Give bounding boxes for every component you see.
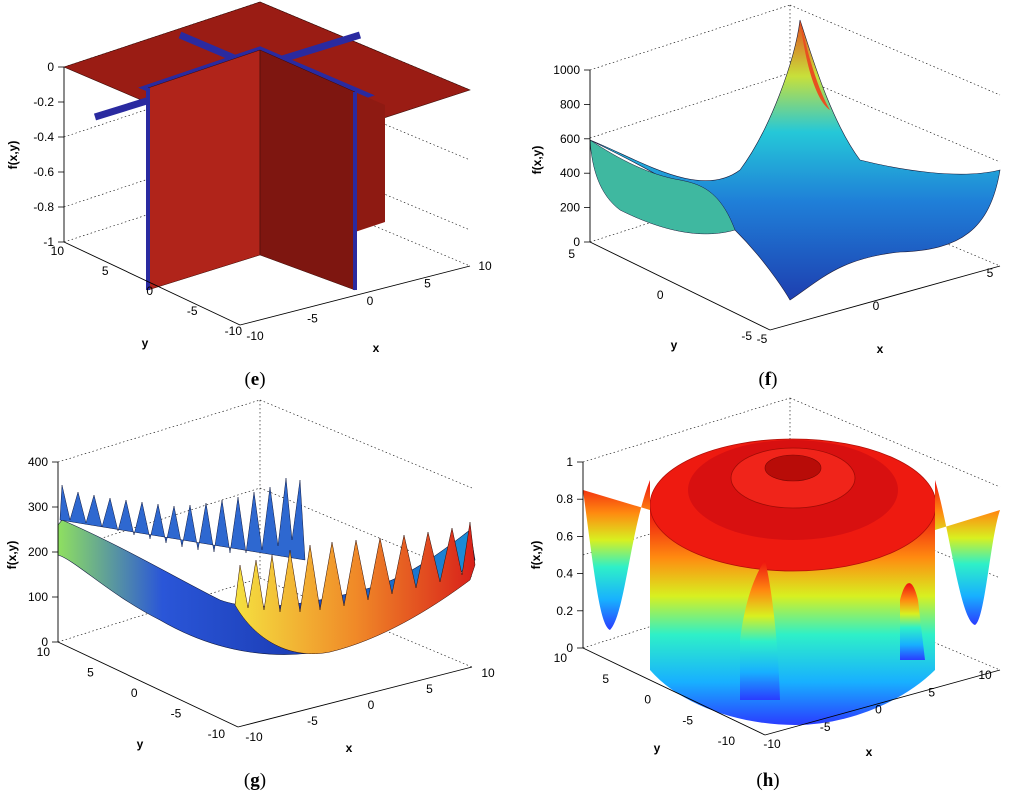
panel-h-caption: (h) bbox=[756, 770, 779, 791]
panel-f-ztick-label: 800 bbox=[560, 97, 580, 111]
panel-f-ztick-label: 400 bbox=[560, 166, 580, 180]
panel-h-xtick-label: -5 bbox=[820, 720, 831, 734]
panel-g-ztick-label: 0 bbox=[41, 635, 48, 649]
panel-e-xtick-label: -10 bbox=[246, 329, 264, 343]
panel-h-axes bbox=[582, 462, 1001, 736]
panel-e-xtick-label: 0 bbox=[367, 294, 374, 308]
panel-h-ylabel: y bbox=[654, 741, 661, 755]
panel-e-ztick-label: -0.6 bbox=[33, 165, 54, 179]
panel-e-ztick-label: -0.2 bbox=[33, 95, 54, 109]
panel-g-xtick-label: -5 bbox=[307, 714, 318, 728]
panel-g-ytick-label: -10 bbox=[208, 727, 226, 741]
panel-e-caption: (e) bbox=[244, 369, 265, 390]
panel-f-xlabel: x bbox=[877, 342, 884, 356]
panel-h-caption-letter: h bbox=[763, 770, 774, 791]
panel-e-axes bbox=[63, 67, 471, 326]
panel-g-ztick-label: 200 bbox=[28, 545, 48, 559]
panel-f-ylabel: y bbox=[671, 338, 678, 352]
panel-h-ztick-label: 1 bbox=[566, 455, 573, 469]
panel-f-zlabel: f(x,y) bbox=[530, 146, 544, 175]
panel-e-ztick-label: -0.8 bbox=[33, 200, 54, 214]
panel-f-ztick-label: 1000 bbox=[553, 63, 580, 77]
panel-g-ztick-label: 400 bbox=[28, 455, 48, 469]
panel-g-xtick-label: 0 bbox=[368, 698, 375, 712]
panel-g-xlabel: x bbox=[346, 741, 353, 755]
panel-g-xtick-label: -10 bbox=[245, 730, 263, 744]
panel-f-caption: (f) bbox=[759, 369, 778, 390]
panel-e-ztick-label: -0.4 bbox=[33, 130, 54, 144]
panel-e-xlabel: x bbox=[373, 341, 380, 355]
panel-h-xtick-label: 5 bbox=[928, 685, 935, 699]
panel-g-ytick-label: 10 bbox=[37, 645, 51, 659]
panel-e-ytick-label: -5 bbox=[187, 304, 198, 318]
panel-f-xtick-label: 5 bbox=[987, 266, 994, 280]
panel-e-xtick-label: -5 bbox=[307, 312, 318, 326]
panel-e-ztick-label: -1 bbox=[43, 235, 54, 249]
panel-g-xtick-label: 5 bbox=[426, 682, 433, 696]
panel-e-ylabel: y bbox=[142, 336, 149, 350]
panel-h-ztick-label: 0 bbox=[566, 641, 573, 655]
panel-f-xtick-label: 0 bbox=[873, 299, 880, 313]
panel-h-xtick-label: 0 bbox=[875, 703, 882, 717]
panel-f-surface bbox=[589, 19, 1001, 301]
panel-h-ytick-label: 5 bbox=[602, 672, 609, 686]
panel-e-xtick-label: 5 bbox=[424, 277, 431, 291]
panel-h-ytick-label: -10 bbox=[718, 734, 736, 748]
panel-f-ytick-label: -5 bbox=[741, 329, 752, 343]
panel-f-ytick-label: 5 bbox=[568, 247, 575, 261]
panel-h-ytick-label: -5 bbox=[682, 713, 693, 727]
panel-h-ztick-label: 0.6 bbox=[556, 529, 573, 543]
panel-f bbox=[589, 4, 1001, 331]
panel-f-xtick-label: -5 bbox=[757, 332, 768, 346]
panel-e-ztick-label: 0 bbox=[47, 60, 54, 74]
panel-h-xtick-label: -10 bbox=[763, 737, 781, 751]
panel-h-xtick-label: 10 bbox=[978, 668, 992, 682]
panel-e-ytick-label: 0 bbox=[146, 284, 153, 298]
panel-h-ytick-label: 0 bbox=[644, 693, 651, 707]
panel-g-ylabel: y bbox=[137, 737, 144, 751]
panel-h-ztick-label: 0.8 bbox=[556, 492, 573, 506]
panel-e-xtick-label: 10 bbox=[478, 259, 492, 273]
panel-g-zlabel: f(x,y) bbox=[5, 541, 19, 570]
panel-f-axes bbox=[589, 70, 1001, 331]
labels-layer: -1-0.8-0.6-0.4-0.20-10-50510-10-50510f(x… bbox=[5, 60, 994, 791]
panel-f-ztick-label: 0 bbox=[573, 235, 580, 249]
panel-g bbox=[57, 399, 476, 728]
panel-g-ztick-label: 100 bbox=[28, 590, 48, 604]
panel-e-caption-letter: e bbox=[251, 369, 259, 390]
panel-f-ytick-label: 0 bbox=[657, 288, 664, 302]
panel-e-zlabel: f(x,y) bbox=[6, 141, 20, 170]
panel-g-ytick-label: 0 bbox=[131, 686, 138, 700]
panel-g-caption-letter: g bbox=[250, 770, 260, 791]
panel-h-ztick-label: 0.4 bbox=[556, 567, 573, 581]
panel-g-ytick-label: -5 bbox=[171, 707, 182, 721]
panel-h bbox=[582, 397, 1001, 736]
panel-h-xlabel: x bbox=[866, 745, 873, 759]
panel-h-ytick-label: 10 bbox=[554, 651, 568, 665]
panel-e bbox=[63, 1, 471, 326]
panel-h-zlabel: f(x,y) bbox=[529, 541, 543, 570]
panel-g-xtick-label: 10 bbox=[481, 666, 495, 680]
panel-e-ytick-label: 5 bbox=[102, 264, 109, 278]
panel-f-caption-letter: f bbox=[765, 369, 772, 390]
panel-g-surface bbox=[57, 477, 476, 655]
panel-g-ztick-label: 300 bbox=[28, 500, 48, 514]
panel-g-ytick-label: 5 bbox=[87, 666, 94, 680]
panel-g-caption: (g) bbox=[244, 770, 266, 791]
panel-e-surface bbox=[63, 1, 471, 291]
panel-h-surface bbox=[583, 438, 1000, 725]
panel-e-ytick-label: -10 bbox=[225, 324, 243, 338]
panel-h-ztick-label: 0.2 bbox=[556, 604, 573, 618]
panel-f-ztick-label: 200 bbox=[560, 201, 580, 215]
panel-e-ytick-label: 10 bbox=[51, 244, 65, 258]
panel-f-ztick-label: 600 bbox=[560, 132, 580, 146]
